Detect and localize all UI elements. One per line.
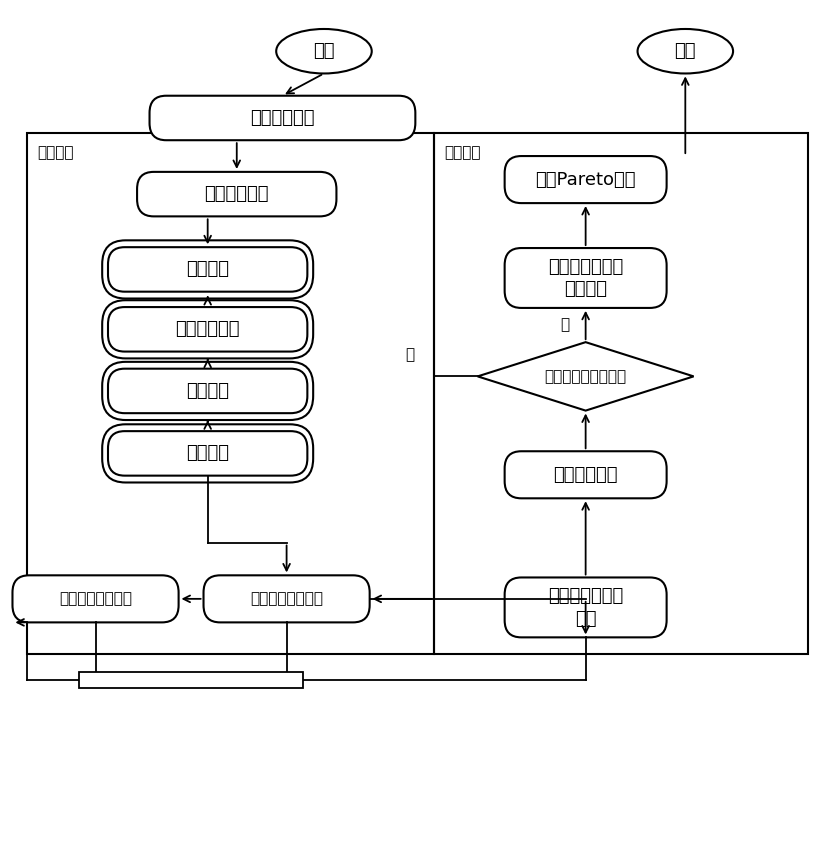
Text: 定: 定 (560, 318, 570, 333)
Ellipse shape (276, 29, 372, 73)
FancyBboxPatch shape (13, 575, 179, 622)
Text: 定义优化问题: 定义优化问题 (250, 109, 315, 127)
FancyBboxPatch shape (102, 300, 313, 359)
FancyBboxPatch shape (108, 369, 307, 413)
Text: 获得显著影响变量: 获得显著影响变量 (250, 591, 323, 607)
FancyBboxPatch shape (504, 577, 667, 638)
Bar (28, 132, 435, 654)
Text: 方差分析: 方差分析 (186, 444, 229, 462)
Text: 灰色关联分析: 灰色关联分析 (175, 321, 240, 339)
FancyBboxPatch shape (102, 362, 313, 420)
Polygon shape (477, 342, 694, 410)
Bar (435, 132, 808, 654)
Text: 进行正交实验: 进行正交实验 (205, 185, 269, 203)
Text: 田口分析: 田口分析 (186, 260, 229, 278)
FancyBboxPatch shape (204, 575, 370, 622)
Bar (79, 672, 303, 688)
FancyBboxPatch shape (504, 248, 667, 308)
FancyBboxPatch shape (108, 307, 307, 352)
FancyBboxPatch shape (102, 240, 313, 299)
Text: 设计最优拉丁方
实验: 设计最优拉丁方 实验 (548, 588, 623, 627)
FancyBboxPatch shape (108, 247, 307, 292)
FancyBboxPatch shape (504, 156, 667, 203)
Text: 第二代非劣排序
遗传算法: 第二代非劣排序 遗传算法 (548, 257, 623, 298)
Text: 否: 否 (405, 347, 414, 363)
FancyBboxPatch shape (108, 431, 307, 476)
Text: 输出Pareto前沿: 输出Pareto前沿 (535, 170, 636, 188)
FancyBboxPatch shape (149, 96, 415, 140)
FancyBboxPatch shape (102, 424, 313, 482)
Text: 第二阶段: 第二阶段 (445, 145, 481, 161)
Text: 第一阶段: 第一阶段 (38, 145, 74, 161)
Text: 数学模型是否满足？: 数学模型是否满足？ (545, 369, 627, 384)
Text: 开始: 开始 (313, 42, 335, 60)
Text: 获得初始优化结果: 获得初始优化结果 (59, 591, 132, 607)
Text: 构建近视模型: 构建近视模型 (554, 466, 618, 484)
FancyBboxPatch shape (504, 451, 667, 499)
Ellipse shape (638, 29, 733, 73)
Text: 结束: 结束 (675, 42, 696, 60)
FancyBboxPatch shape (137, 172, 336, 216)
Text: 灰熵测量: 灰熵测量 (186, 382, 229, 400)
